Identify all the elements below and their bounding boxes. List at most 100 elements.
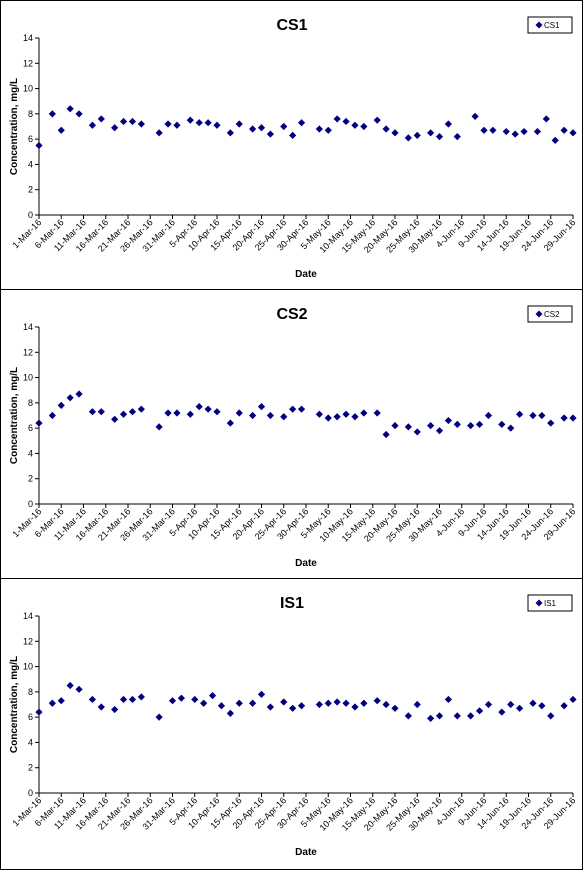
data-point (547, 712, 555, 720)
y-tick-label: 6 (28, 712, 33, 722)
data-point (529, 699, 537, 707)
y-tick-label: 14 (23, 322, 33, 332)
data-point (249, 699, 257, 707)
data-point (373, 697, 381, 705)
data-point (413, 700, 421, 709)
data-point (177, 694, 185, 702)
data-point (186, 410, 194, 418)
data-point (333, 115, 341, 123)
data-point (75, 685, 83, 693)
data-point (475, 707, 484, 715)
data-point (382, 125, 390, 133)
data-point (128, 408, 137, 416)
y-axis-title: Concentration, mg/L (9, 78, 20, 175)
data-point (35, 419, 43, 427)
y-tick-label: 14 (23, 611, 33, 621)
y-tick-label: 14 (23, 33, 33, 43)
data-point (119, 695, 128, 704)
data-point (435, 133, 444, 141)
data-point (569, 695, 577, 704)
data-point (195, 119, 203, 127)
y-tick-label: 8 (28, 687, 33, 697)
data-point (360, 699, 368, 707)
data-point (520, 127, 528, 136)
data-point (217, 702, 226, 710)
data-point (97, 408, 105, 416)
data-point (57, 697, 65, 705)
data-point (297, 119, 306, 127)
x-axis-title: Date (295, 269, 317, 280)
data-point (195, 403, 203, 411)
data-point (507, 700, 515, 709)
legend-label: CS2 (544, 310, 560, 319)
data-point (226, 129, 234, 137)
data-point (249, 125, 257, 133)
data-point (427, 422, 435, 430)
data-point (257, 690, 266, 698)
y-tick-label: 8 (28, 398, 33, 408)
data-point (111, 705, 119, 714)
data-point (204, 119, 212, 127)
data-point (413, 131, 421, 139)
data-point (75, 390, 83, 398)
data-point (502, 127, 510, 136)
data-point (453, 712, 461, 720)
data-point (257, 403, 266, 411)
legend-label: CS1 (544, 21, 560, 30)
data-point (226, 709, 234, 717)
data-point (351, 121, 359, 129)
data-point (97, 703, 105, 711)
chart-title: CS1 (276, 17, 307, 34)
y-axis-title: Concentration, mg/L (9, 656, 20, 753)
data-point (560, 126, 568, 134)
data-point (35, 708, 43, 716)
data-point (324, 126, 332, 134)
data-point (249, 411, 257, 420)
data-point (475, 420, 484, 428)
data-point (280, 698, 288, 706)
legend-marker (535, 599, 543, 607)
data-point (373, 409, 381, 417)
data-point (547, 419, 555, 427)
chart-cs1: CS1024681012141-Mar-166-Mar-1611-Mar-161… (9, 16, 577, 280)
data-point (333, 698, 341, 706)
y-tick-label: 2 (28, 763, 33, 773)
data-point (164, 409, 172, 417)
data-point (137, 693, 145, 701)
data-point (489, 126, 497, 134)
data-point (213, 408, 221, 416)
chart-panel-is1: IS1 0 2 4 6 8 10 12 14 1-Mar-16 6-Mar-16 11-Mar-16 1… (0, 578, 583, 870)
legend-box (527, 594, 573, 612)
data-point (516, 410, 524, 418)
legend-marker (535, 21, 543, 29)
data-point (315, 700, 323, 709)
data-point (529, 411, 537, 420)
y-tick-label: 6 (28, 134, 33, 144)
y-tick-label: 4 (28, 159, 33, 169)
data-point (66, 394, 74, 402)
data-point (351, 413, 359, 421)
data-point (315, 125, 323, 133)
y-tick-label: 6 (28, 423, 33, 433)
legend-box (527, 305, 573, 323)
y-tick-label: 12 (23, 347, 33, 357)
data-point (538, 702, 546, 710)
y-axis-title: Concentration, mg/L (9, 367, 20, 464)
data-point (551, 136, 559, 145)
data-point (200, 699, 208, 707)
data-point (382, 430, 390, 439)
y-tick-label: 0 (28, 788, 33, 798)
data-point (391, 704, 399, 712)
chart-panel-cs2: CS2 0 2 4 6 8 10 12 14 1-Mar-16 6-Mar-16 11-Mar-16 1… (0, 289, 583, 579)
data-point (324, 414, 332, 422)
data-point (48, 411, 56, 420)
data-point (119, 117, 128, 126)
chart-title: CS2 (276, 306, 307, 323)
data-point (435, 427, 444, 435)
x-axis-title: Date (295, 847, 317, 858)
data-point (324, 699, 332, 707)
data-point (88, 121, 96, 129)
data-point (191, 695, 199, 704)
data-point (560, 702, 568, 710)
data-point (57, 126, 65, 134)
